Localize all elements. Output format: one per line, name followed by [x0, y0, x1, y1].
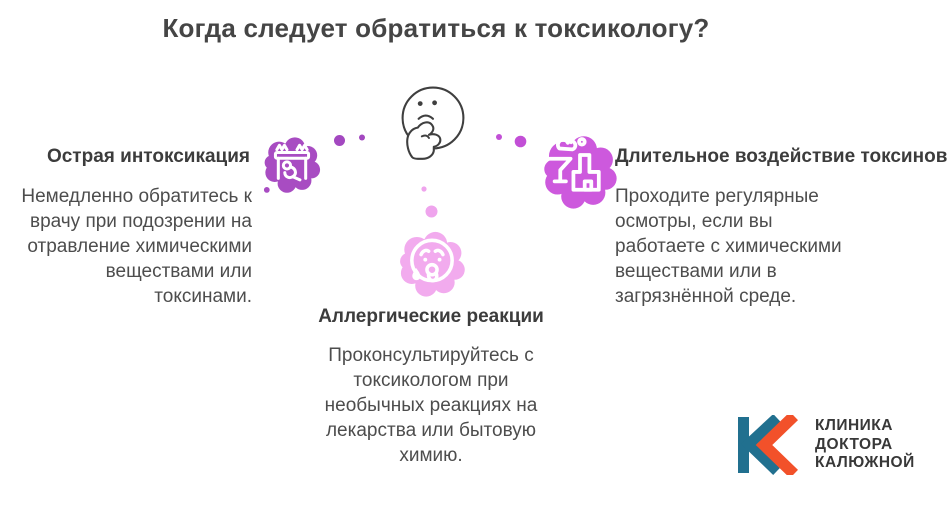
thinking-face-icon	[401, 86, 465, 160]
logo-text-line: КАЛЮЖНОЙ	[815, 454, 915, 471]
trail-allergic	[421, 186, 438, 218]
sick-left-eye	[423, 257, 428, 262]
section-heading: Аллергические реакции	[318, 306, 544, 327]
allergy-blob-icon	[400, 231, 465, 297]
logo-text: КЛИНИКА ДОКТОРА КАЛЮЖНОЙ	[815, 415, 915, 473]
kk-monogram-icon	[738, 415, 798, 475]
right-eye	[432, 100, 437, 106]
trail-acute	[334, 134, 365, 146]
section-body: Проходите регулярные осмотры, если вы ра…	[615, 186, 842, 307]
trail-chronic	[496, 134, 527, 148]
hand-on-chin	[406, 121, 442, 160]
logo-text-line: КЛИНИКА	[815, 417, 893, 434]
sick-right-eye	[437, 257, 442, 262]
poisoned-person-icon	[273, 143, 311, 182]
finger-line	[420, 134, 430, 139]
section-heading: Острая интоксикация	[46, 146, 250, 167]
teal-k	[738, 415, 781, 475]
chronic-blob-icon	[544, 136, 617, 209]
section-body: Немедленно обратитесь к врачу при подозр…	[21, 186, 252, 307]
sweat-drop-icon	[412, 268, 421, 281]
clinic-logo: КЛИНИКА ДОКТОРА КАЛЮЖНОЙ	[736, 415, 915, 475]
section-heading: Длительное воздействие токсинов	[615, 146, 948, 167]
section-body: Проконсультируйтесь с токсикологом при н…	[324, 345, 538, 466]
frown-mouth	[417, 114, 435, 120]
orange-chevron	[755, 415, 798, 475]
acute-blob-icon	[263, 137, 321, 193]
page-title: Когда следует обратиться к токсикологу?	[162, 13, 710, 43]
left-eye	[417, 101, 423, 106]
logo-text-line: ДОКТОРА	[815, 435, 893, 453]
factory-pollution-icon	[548, 137, 601, 192]
sick-face-icon	[410, 238, 454, 283]
